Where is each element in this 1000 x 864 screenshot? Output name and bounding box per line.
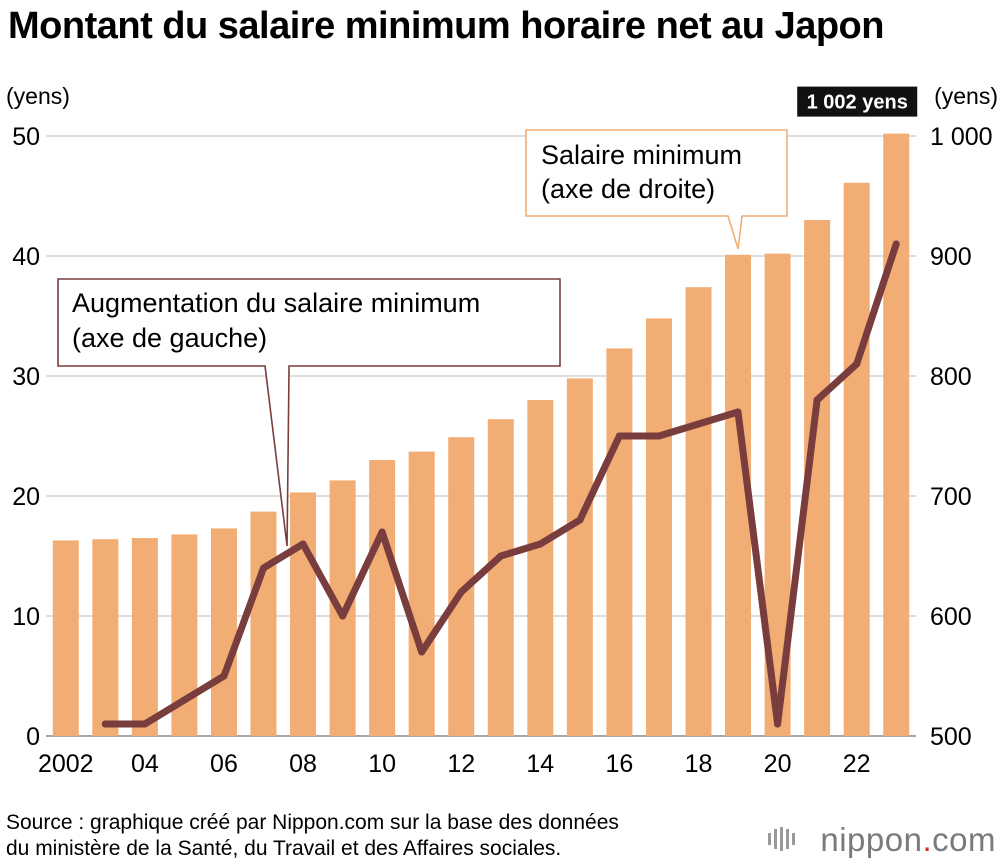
bar-2006 xyxy=(210,528,237,736)
annotation-salary: Salaire minimum (axe de droite) xyxy=(525,129,788,250)
x-tick-label: 14 xyxy=(526,750,554,778)
left-axis-unit: (yens) xyxy=(6,83,70,109)
line-point-2010 xyxy=(378,528,386,536)
bar-2016 xyxy=(606,348,633,736)
chart-title: Montant du salaire minimum horaire net a… xyxy=(8,5,884,47)
x-tick-label: 10 xyxy=(368,750,396,778)
bar-2010 xyxy=(369,460,396,736)
right-tick-label: 600 xyxy=(930,603,972,631)
annotation-increase: Augmentation du salaire minimum (axe de … xyxy=(57,278,561,547)
bar-2018 xyxy=(685,287,712,736)
bar-2013 xyxy=(487,419,514,736)
line-point-2004 xyxy=(141,720,149,728)
right-tick-label: 900 xyxy=(930,243,972,271)
line-point-2014 xyxy=(536,540,544,548)
right-axis-unit: (yens) xyxy=(934,83,998,109)
value-badge-box xyxy=(797,86,918,117)
value-badge-text: 1 002 yens xyxy=(807,92,908,114)
line-point-2020 xyxy=(774,720,782,728)
bar-2007 xyxy=(250,511,277,736)
logo-mark-icon xyxy=(768,827,795,851)
right-tick-label: 500 xyxy=(930,723,972,751)
x-tick-label: 16 xyxy=(606,750,634,778)
x-tick-label: 12 xyxy=(447,750,475,778)
annotation-salary-line1: Salaire minimum xyxy=(541,140,742,170)
line-point-2008 xyxy=(299,540,307,548)
source-line-1: Source : graphique créé par Nippon.com s… xyxy=(6,811,619,834)
bar-2014 xyxy=(527,400,554,736)
bar-series xyxy=(52,133,910,737)
right-tick-label: 700 xyxy=(930,483,972,511)
left-tick-label: 0 xyxy=(26,723,40,751)
bar-2017 xyxy=(645,318,672,736)
x-tick-label: 08 xyxy=(289,750,317,778)
x-tick-label: 06 xyxy=(210,750,238,778)
bar-2023 xyxy=(883,133,910,737)
x-tick-label: 04 xyxy=(131,750,159,778)
line-point-2021 xyxy=(813,396,821,404)
right-tick-label: 1 000 xyxy=(930,123,993,151)
line-point-2016 xyxy=(615,432,623,440)
nippon-logo: nippon.com xyxy=(768,821,996,858)
line-point-2006 xyxy=(220,672,228,680)
annotation-increase-box xyxy=(57,278,561,547)
line-point-2018 xyxy=(695,420,702,428)
bar-2015 xyxy=(566,378,593,736)
line-point-2007 xyxy=(260,564,267,572)
logo-text: nippon.com xyxy=(820,821,996,858)
line-point-2013 xyxy=(497,552,505,560)
left-tick-label: 20 xyxy=(12,483,40,511)
line-point-2017 xyxy=(655,432,663,440)
x-tick-label: 18 xyxy=(685,750,713,778)
line-point-2005 xyxy=(180,696,188,704)
right-tick-label: 800 xyxy=(930,363,972,391)
line-point-2015 xyxy=(576,516,584,524)
line-point-2012 xyxy=(457,588,465,596)
annotation-salary-box xyxy=(525,129,788,250)
line-point-2022 xyxy=(853,360,861,368)
right-axis-ticks: 500 600 700 800 900 1 000 xyxy=(930,123,993,751)
x-tick-label: 20 xyxy=(764,750,792,778)
line-point-2011 xyxy=(418,648,426,656)
source-line-2: du ministère de la Santé, du Travail et … xyxy=(6,837,561,860)
x-axis-ticks: 2002 04 06 08 10 12 14 16 18 20 22 xyxy=(38,750,871,778)
left-tick-label: 50 xyxy=(12,123,40,151)
x-tick-label: 2002 xyxy=(38,750,94,778)
bar-2004 xyxy=(131,538,158,736)
annotation-increase-line1: Augmentation du salaire minimum xyxy=(72,288,480,318)
x-tick-label: 22 xyxy=(843,750,871,778)
annotation-increase-line2: (axe de gauche) xyxy=(72,323,267,353)
left-tick-label: 10 xyxy=(12,603,40,631)
line-point-2023 xyxy=(892,240,900,248)
line-point-2009 xyxy=(339,612,347,620)
bar-2002 xyxy=(52,540,79,736)
left-axis-ticks: 0 10 20 30 40 50 xyxy=(12,123,40,751)
line-point-2019 xyxy=(734,408,742,416)
bar-2022 xyxy=(843,182,870,737)
bar-2011 xyxy=(408,451,435,736)
line-point-2003 xyxy=(101,720,109,728)
bar-2003 xyxy=(92,539,119,736)
bar-2008 xyxy=(290,492,317,736)
left-tick-label: 40 xyxy=(12,243,40,271)
left-tick-label: 30 xyxy=(12,363,40,391)
annotation-salary-line2: (axe de droite) xyxy=(541,174,715,204)
value-badge: 1 002 yens xyxy=(797,86,918,117)
line-series xyxy=(101,240,900,728)
